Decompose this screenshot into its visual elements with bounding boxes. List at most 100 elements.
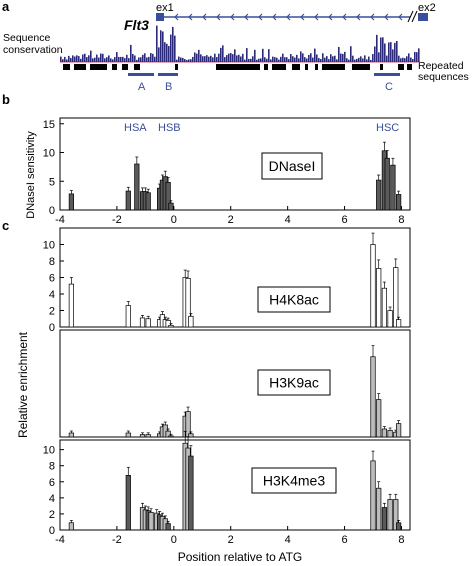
repeat-block xyxy=(175,64,178,70)
region-label-c: C xyxy=(385,81,393,93)
conservation-peak xyxy=(180,57,182,62)
conservation-peak xyxy=(136,59,138,62)
conservation-peak xyxy=(348,59,350,62)
conservation-peak xyxy=(78,56,80,62)
bar xyxy=(376,268,382,328)
x-tick-label: 0 xyxy=(171,214,177,226)
break-mark xyxy=(411,10,418,23)
conservation-peak xyxy=(352,55,354,62)
conservation-peak xyxy=(88,55,90,62)
conservation-peak xyxy=(270,59,272,62)
x-tick-label: 8 xyxy=(398,534,404,546)
conservation-peak xyxy=(410,57,412,62)
bar xyxy=(387,499,393,531)
conservation-peak xyxy=(298,58,300,62)
series-box xyxy=(257,286,331,313)
bar xyxy=(370,244,376,328)
conservation-peak xyxy=(308,54,310,62)
conservation-peak xyxy=(84,53,86,62)
conservation-peak xyxy=(296,54,298,62)
x-tick-label: 8 xyxy=(398,214,404,226)
conservation-peak xyxy=(278,59,280,62)
conservation-peak xyxy=(300,51,302,62)
bar xyxy=(125,305,131,328)
bar xyxy=(185,411,191,438)
conservation-peak xyxy=(382,37,384,62)
conservation-peak xyxy=(364,55,366,62)
conservation-peak xyxy=(64,56,66,62)
conservation-peak xyxy=(258,58,260,62)
exon1-label: ex1 xyxy=(156,2,174,14)
conservation-label-2: conservation xyxy=(3,44,63,56)
bar xyxy=(168,325,174,328)
conservation-peak xyxy=(290,54,292,62)
series-box xyxy=(251,467,337,494)
conservation-peak xyxy=(222,45,224,62)
bar xyxy=(376,179,382,211)
conservation-peak xyxy=(194,52,196,62)
conservation-peak xyxy=(176,59,178,62)
gene-arrow xyxy=(328,13,333,21)
conservation-peak xyxy=(196,53,198,62)
conservation-peak xyxy=(104,58,106,62)
y-tick-label: 6 xyxy=(49,477,55,489)
repeat-track xyxy=(63,64,412,70)
conservation-peak xyxy=(86,57,88,62)
y-tick-label: 10 xyxy=(43,240,55,252)
conservation-peak xyxy=(92,58,94,62)
conservation-peak xyxy=(324,57,326,62)
conservation-peak xyxy=(120,56,122,62)
conservation-peak xyxy=(96,54,98,62)
bar xyxy=(125,475,131,531)
conservation-peak xyxy=(80,58,82,62)
conservation-peak xyxy=(402,57,404,62)
conservation-track xyxy=(60,25,420,63)
conservation-peak xyxy=(398,55,400,62)
region-bar-b xyxy=(158,73,178,76)
conservation-peak xyxy=(408,53,410,62)
conservation-peak xyxy=(118,56,120,62)
conservation-peak xyxy=(244,59,246,62)
conservation-peak xyxy=(386,55,388,62)
plot-frame xyxy=(59,439,411,531)
conservation-peak xyxy=(316,54,318,62)
gene-arrow xyxy=(300,13,305,21)
region-bars xyxy=(128,73,400,76)
conservation-peak xyxy=(214,53,216,62)
chart-c1: 0 2 4 6 8 10 H4K8ac xyxy=(43,227,411,334)
conservation-peak xyxy=(226,55,228,62)
panel-label-a: a xyxy=(2,0,10,14)
gene-arrow xyxy=(398,13,403,21)
conservation-peak xyxy=(272,56,274,62)
hs-label: HSC xyxy=(376,122,399,134)
conservation-peak xyxy=(362,58,364,62)
series-box-label: H3K4me3 xyxy=(263,473,325,489)
conservation-peak xyxy=(342,53,344,62)
conservation-peak xyxy=(102,53,104,62)
conservation-peak xyxy=(372,54,374,62)
conservation-peak xyxy=(392,49,394,62)
conservation-peak xyxy=(108,55,110,62)
gene-arrow xyxy=(384,13,389,21)
conservation-peak xyxy=(156,25,158,62)
x-tick-label: 2 xyxy=(228,534,234,546)
conservation-peak xyxy=(230,53,232,62)
bar xyxy=(381,428,387,438)
repeat-block xyxy=(112,64,117,70)
conservation-peak xyxy=(326,56,328,62)
conservation-peak xyxy=(366,59,368,62)
conservation-peak xyxy=(368,56,370,62)
conservation-peak xyxy=(250,58,252,62)
bar xyxy=(387,429,393,438)
gene-arrow xyxy=(272,13,277,21)
panel-label-c: c xyxy=(2,218,9,233)
repeat-block xyxy=(407,64,412,70)
conservation-peak xyxy=(282,53,284,62)
y-tick-label: 10 xyxy=(43,148,55,160)
bar xyxy=(168,202,174,211)
conservation-peak xyxy=(292,56,294,62)
region-bar-a xyxy=(128,73,154,76)
conservation-peak xyxy=(218,53,220,62)
repeat-block xyxy=(216,64,260,70)
y-tick-label: 0 xyxy=(49,322,55,334)
